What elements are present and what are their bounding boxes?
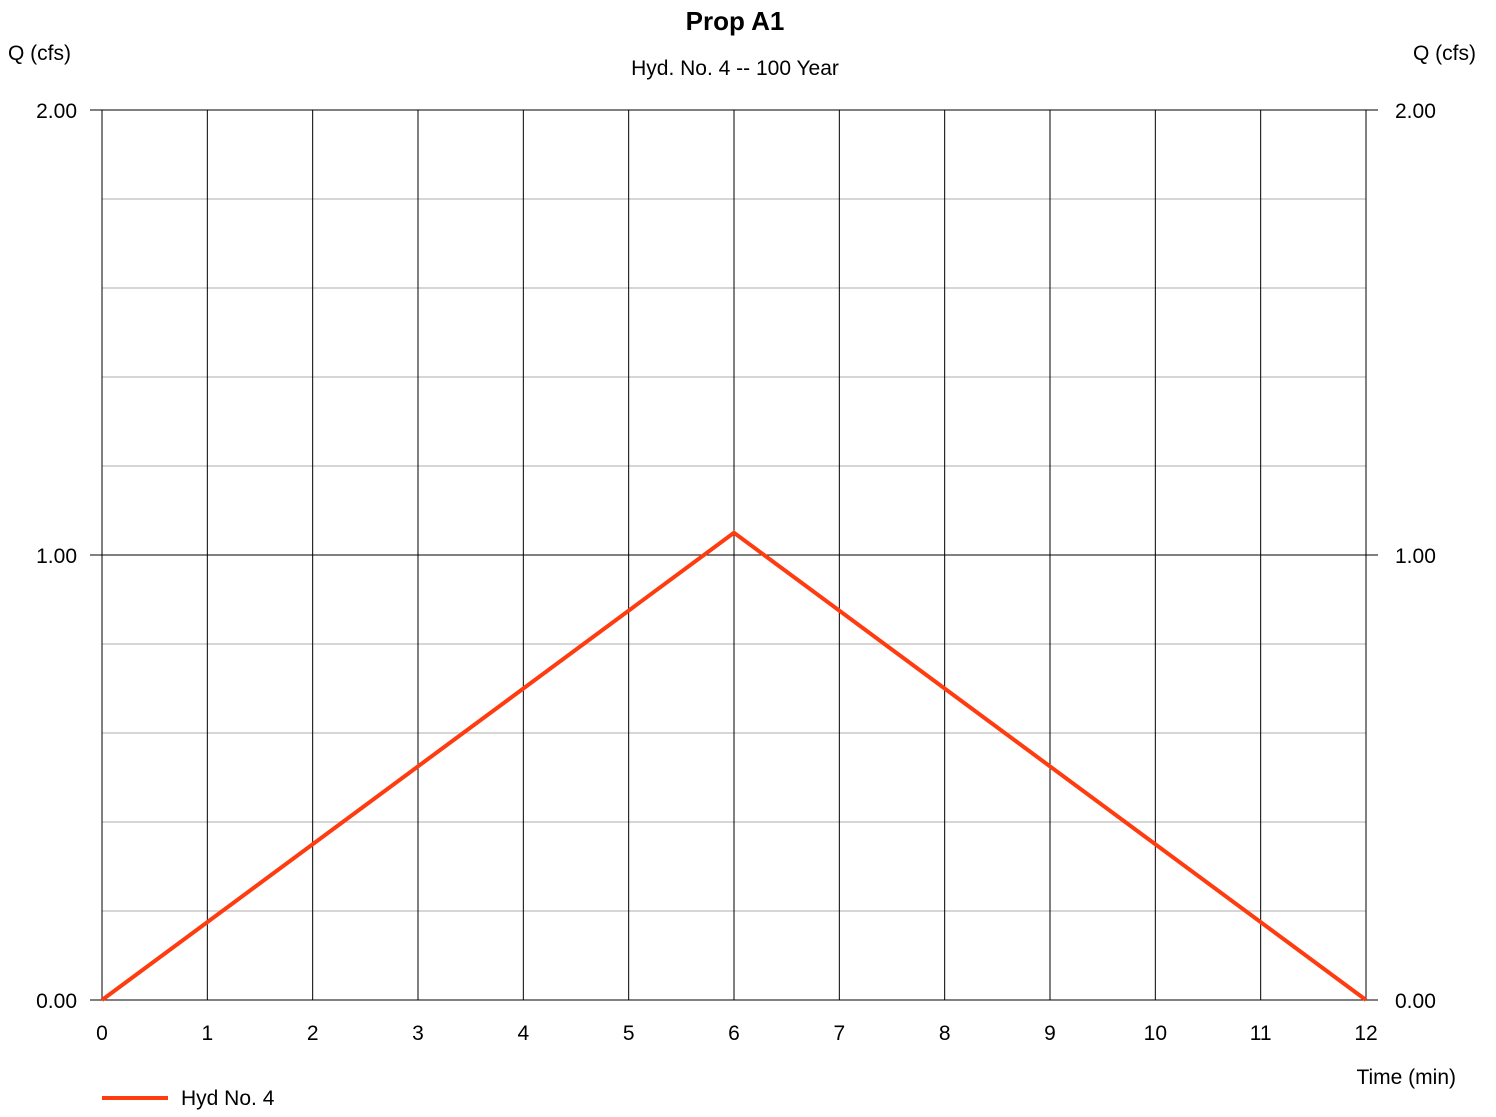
x-tick-label: 12 [1354,1022,1377,1045]
chart-title: Prop A1 [686,6,785,36]
x-tick-label: 7 [833,1022,845,1045]
plot-area-border [101,109,1367,1001]
y-tick-label-left: 0.00 [36,990,77,1013]
y-tick-label-left: 1.00 [36,545,77,568]
series-lines [100,530,1368,1002]
x-axis-title: Time (min) [1356,1066,1456,1089]
x-tick-label: 10 [1144,1022,1167,1045]
y-tick-label-right: 2.00 [1395,100,1436,123]
x-tick-label: 5 [623,1022,635,1045]
y-tick-label-right: 1.00 [1395,545,1436,568]
x-tick-label: 8 [939,1022,951,1045]
x-tick-label: 2 [307,1022,319,1045]
legend: Hyd No. 4 [102,1087,275,1110]
x-tick-label: 0 [96,1022,108,1045]
y-axis-title-left: Q (cfs) [8,42,71,65]
y-tick-label-right: 0.00 [1395,990,1436,1013]
tick-labels: 0 1 2 3 4 5 6 7 8 9 10 11 120.00 0.001.00 1.002.00 2.00 [36,100,1436,1045]
y-axis-title-right: Q (cfs) [1413,42,1476,65]
x-tick-label: 9 [1044,1022,1056,1045]
series-line-hyd-no-4 [100,530,1368,1002]
x-tick-label: 3 [412,1022,424,1045]
x-tick-label: 4 [517,1022,529,1045]
legend-label-hyd-no-4: Hyd No. 4 [181,1087,275,1110]
x-tick-label: 1 [201,1022,213,1045]
x-tick-label: 6 [728,1022,740,1045]
grid-lines [90,109,1378,1001]
chart-subtitle: Hyd. No. 4 -- 100 Year [631,57,839,80]
x-tick-label: 11 [1250,1022,1272,1045]
y-tick-label-left: 2.00 [36,100,77,123]
